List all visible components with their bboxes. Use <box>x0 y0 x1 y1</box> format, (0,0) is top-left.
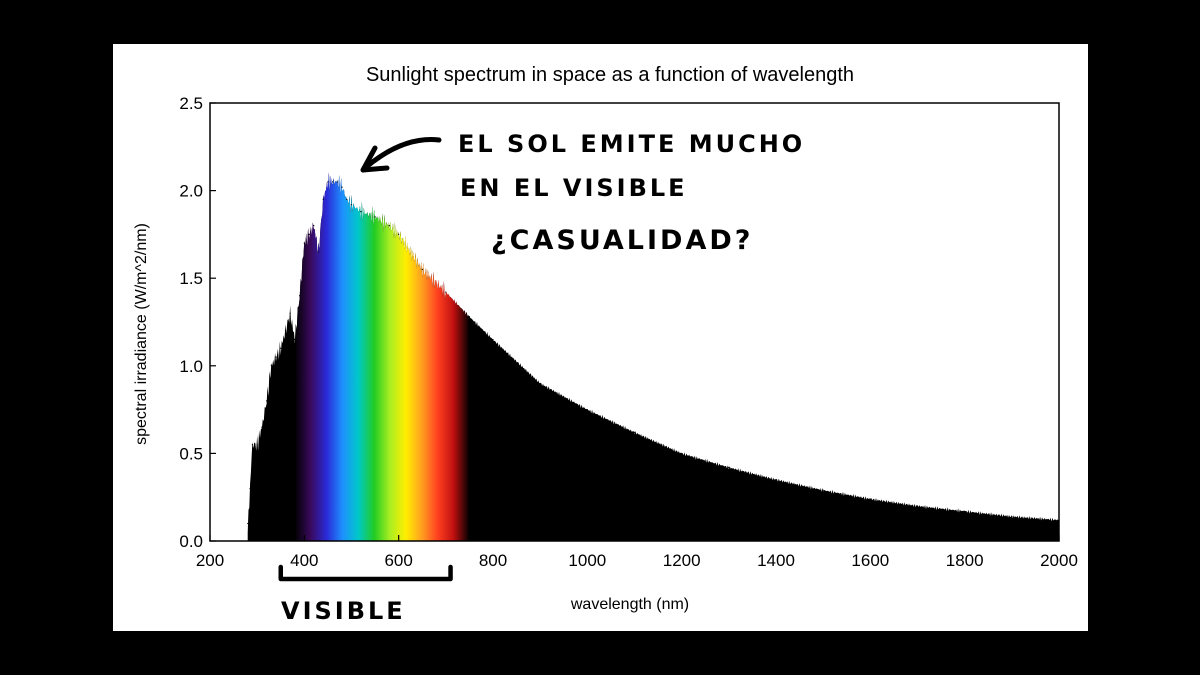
y-tick-label: 1.0 <box>179 357 203 376</box>
chart-title: Sunlight spectrum in space as a function… <box>366 64 854 86</box>
data-point <box>256 444 258 446</box>
data-point <box>249 487 251 490</box>
data-point <box>322 198 324 200</box>
x-tick-label: 600 <box>384 551 412 570</box>
data-point <box>303 242 305 244</box>
data-point <box>350 204 353 206</box>
x-tick-label: 1400 <box>757 551 795 570</box>
data-point <box>445 291 447 293</box>
x-tick-label: 1000 <box>568 551 606 570</box>
data-point <box>492 338 494 341</box>
x-tick-label: 400 <box>290 551 318 570</box>
data-point <box>374 216 376 218</box>
x-tick-label: 1200 <box>663 551 701 570</box>
chart-panel: 200 400 600 800 1000 1200 1400 1600 1800 2000 0.0 0… <box>113 44 1088 631</box>
data-point <box>251 444 254 446</box>
y-tick-label: 2.5 <box>179 94 203 113</box>
annotation-line-2: EN EL VISIBLE <box>460 174 688 202</box>
x-tick-label: 1800 <box>946 551 984 570</box>
data-point <box>317 251 320 253</box>
data-point <box>421 268 423 271</box>
data-point <box>261 426 263 428</box>
data-point <box>869 498 871 500</box>
data-point <box>468 316 471 318</box>
spectrum-chart: 200 400 600 800 1000 1200 1400 1600 1800 2000 0.0 0… <box>133 64 1078 625</box>
data-point <box>313 225 315 227</box>
data-point <box>916 505 919 507</box>
data-point <box>388 225 390 227</box>
data-point <box>346 198 348 200</box>
visible-bracket <box>278 564 453 582</box>
data-point <box>336 181 338 183</box>
x-tick-label: 800 <box>479 551 507 570</box>
data-point <box>284 330 287 332</box>
data-point <box>398 233 400 235</box>
data-point <box>964 510 966 512</box>
visible-label: VISIBLE <box>281 597 406 625</box>
data-point <box>299 295 301 297</box>
y-tick-label: 0.0 <box>179 532 203 551</box>
x-tick-label: 2000 <box>1040 551 1078 570</box>
data-point <box>633 431 636 433</box>
x-tick-label: 1600 <box>851 551 889 570</box>
data-point <box>289 312 291 314</box>
data-point <box>332 181 334 183</box>
data-point <box>327 181 329 183</box>
y-axis-label: spectral irradiance (W/m^2/nm) <box>133 223 150 445</box>
data-point <box>275 356 277 358</box>
data-point <box>266 400 268 402</box>
x-tick-label: 200 <box>196 551 224 570</box>
data-point <box>586 409 588 411</box>
data-point <box>1011 515 1013 518</box>
annotation-arrowhead <box>360 145 390 173</box>
y-tick-label: 1.5 <box>179 269 203 288</box>
annotation-line-3: ¿CASUALIDAD? <box>491 225 753 256</box>
data-point <box>247 522 249 525</box>
data-point <box>539 382 541 384</box>
annotation-line-1: EL SOL EMITE MUCHO <box>458 130 805 158</box>
data-point <box>270 365 272 367</box>
data-point <box>280 347 282 349</box>
y-tick-label: 2.0 <box>179 182 203 201</box>
data-point <box>308 233 310 235</box>
data-point <box>728 466 730 469</box>
y-tick-label: 0.5 <box>179 444 203 463</box>
data-point <box>822 489 824 491</box>
data-point <box>360 211 362 213</box>
data-point <box>775 479 777 481</box>
plot-frame <box>209 102 1060 542</box>
data-point <box>341 186 343 188</box>
data-point <box>294 338 296 341</box>
data-point <box>681 452 683 454</box>
x-axis-label: wavelength (nm) <box>570 596 689 613</box>
annotation-arrow <box>362 137 442 171</box>
